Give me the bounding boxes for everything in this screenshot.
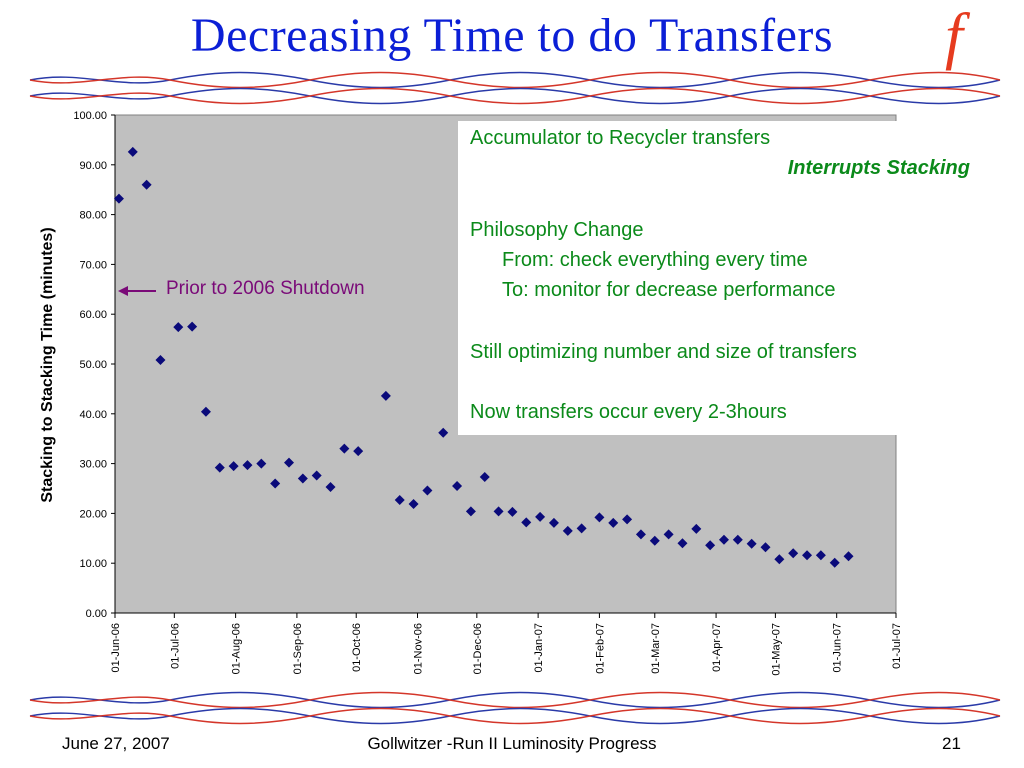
data-point-marker [438, 427, 449, 438]
footer-presenter: Gollwitzer -Run II Luminosity Progress [367, 734, 657, 753]
data-point-marker [325, 482, 336, 493]
y-tick-label: 20.00 [79, 508, 107, 520]
data-point-marker [311, 470, 322, 481]
left-arrow-icon [118, 286, 156, 296]
data-point-marker [507, 506, 518, 517]
decorative-wave-bottom [29, 691, 1001, 725]
x-tick-label: 01-Jun-07 [832, 623, 844, 673]
y-axis-title: Stacking to Stacking Time (minutes) [20, 115, 76, 615]
data-point-marker [353, 446, 364, 457]
data-point-marker [843, 551, 854, 562]
x-tick-label: 01-Sep-06 [292, 623, 304, 674]
note-philosophy: Philosophy Change [470, 219, 644, 241]
y-tick-label: 60.00 [79, 309, 107, 321]
data-point-marker [691, 523, 702, 534]
data-point-marker [214, 462, 225, 473]
data-point-marker [339, 443, 350, 454]
x-tick-label: 01-Oct-06 [351, 623, 363, 672]
data-point-marker [746, 538, 757, 549]
data-point-marker [493, 506, 504, 517]
data-point-marker [732, 534, 743, 545]
data-point-marker [465, 506, 476, 517]
data-point-marker [815, 550, 826, 561]
data-point-marker [297, 473, 308, 484]
note-interrupts: Interrupts Stacking [787, 157, 970, 179]
x-tick-label: 01-Aug-06 [231, 623, 243, 674]
notes-box: Accumulator to Recycler transfers Interr… [458, 121, 980, 435]
note-to: To: monitor for decrease performance [502, 279, 836, 301]
y-tick-label: 50.00 [79, 359, 107, 371]
data-point-marker [256, 458, 267, 469]
data-point-marker [594, 512, 605, 523]
data-point-marker [705, 540, 716, 551]
data-point-marker [228, 461, 239, 472]
y-tick-label: 90.00 [79, 160, 107, 172]
x-tick-label: 01-Jul-06 [169, 623, 181, 669]
x-tick-label: 01-Nov-06 [413, 623, 425, 674]
data-point-marker [127, 146, 138, 157]
y-tick-label: 0.00 [86, 608, 107, 620]
y-tick-label: 80.00 [79, 210, 107, 222]
y-tick-label: 70.00 [79, 259, 107, 271]
data-point-marker [452, 481, 463, 492]
data-point-marker [242, 460, 253, 471]
x-tick-label: 01-Mar-07 [650, 623, 662, 674]
note-from: From: check everything every time [502, 249, 808, 271]
data-point-marker [141, 179, 152, 190]
data-point-marker [774, 554, 785, 565]
data-point-marker [760, 542, 771, 553]
x-tick-label: 01-May-07 [770, 623, 782, 676]
page-number: 21 [942, 734, 961, 753]
annotation-text: Prior to 2006 Shutdown [166, 278, 365, 299]
x-axis-ticks: 01-Jun-06 01-Jul-06 01-Aug-06 01-Sep-06 01-O… [110, 613, 903, 676]
fermilab-logo: f [945, 0, 963, 71]
data-point-marker [200, 406, 211, 417]
y-axis-ticks: 0.00 10.00 20.00 30.00 40.00 50.00 60.00 70.00 8… [73, 110, 115, 620]
data-point-marker [173, 322, 184, 333]
data-point-marker [663, 529, 674, 540]
data-point-marker [521, 517, 532, 528]
slide-title: Decreasing Time to do Transfers [190, 9, 834, 62]
x-tick-label: 01-Jun-06 [110, 623, 122, 673]
note-frequency: Now transfers occur every 2-3hours [470, 401, 787, 423]
x-tick-label: 01-Dec-06 [472, 623, 484, 674]
decorative-wave-top [29, 71, 1001, 105]
y-tick-label: 10.00 [79, 558, 107, 570]
y-tick-label: 40.00 [79, 409, 107, 421]
data-point-marker [113, 193, 124, 204]
data-point-marker [829, 557, 840, 568]
data-point-marker [548, 517, 559, 528]
data-point-marker [718, 534, 729, 545]
data-point-marker [677, 538, 688, 549]
x-tick-label: 01-Jan-07 [533, 623, 545, 673]
data-point-marker [187, 321, 198, 332]
note-accumulator: Accumulator to Recycler transfers [470, 127, 771, 149]
data-point-marker [562, 525, 573, 536]
note-optimizing: Still optimizing number and size of tran… [470, 341, 857, 363]
data-point-marker [535, 511, 546, 522]
y-tick-label: 30.00 [79, 459, 107, 471]
data-point-marker [622, 514, 633, 525]
data-point-marker [408, 498, 419, 509]
data-point-marker [479, 472, 490, 483]
data-point-marker [649, 535, 660, 546]
data-point-marker [802, 550, 813, 561]
data-point-marker [155, 355, 166, 366]
data-point-marker [422, 485, 433, 496]
data-point-marker [380, 390, 391, 401]
x-tick-label: 01-Feb-07 [594, 623, 606, 674]
footer-date: June 27, 2007 [62, 734, 170, 753]
data-point-marker [283, 457, 294, 468]
data-point-marker [576, 523, 587, 534]
data-point-marker [394, 494, 405, 505]
x-tick-label: 01-Jul-07 [891, 623, 903, 669]
y-tick-label: 100.00 [73, 110, 107, 122]
data-point-marker [788, 548, 799, 559]
data-point-marker [635, 529, 646, 540]
data-point-marker [270, 478, 281, 489]
data-points [113, 146, 854, 568]
y-axis-title-text: Stacking to Stacking Time (minutes) [39, 227, 56, 503]
x-tick-label: 01-Apr-07 [711, 623, 723, 672]
data-point-marker [608, 517, 619, 528]
